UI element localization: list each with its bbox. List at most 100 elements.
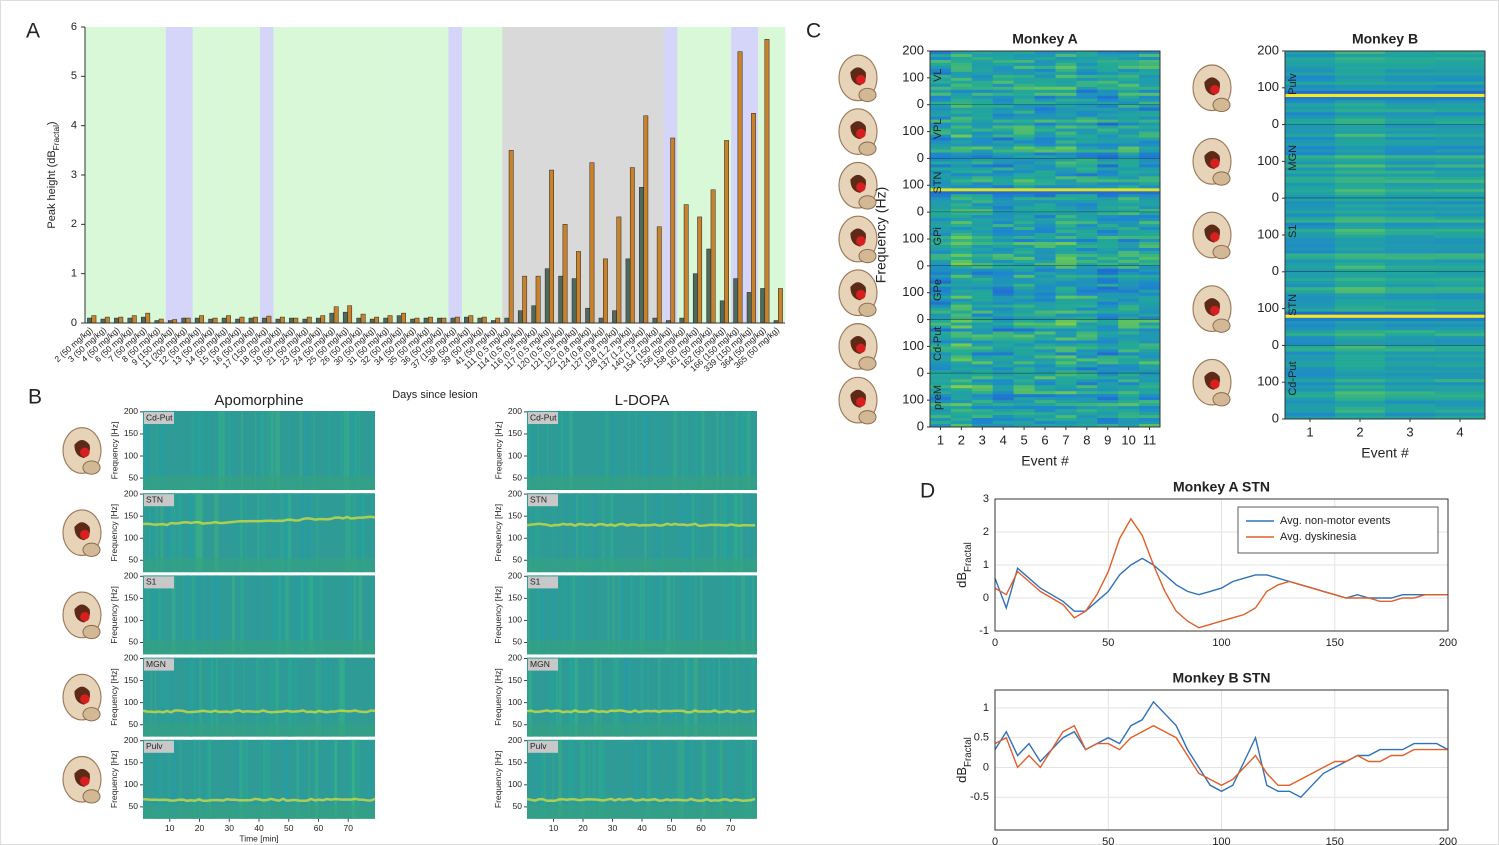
- heatmap-cell: [1013, 394, 1035, 398]
- brain-icon: [1192, 358, 1232, 407]
- heatmap-cell: [930, 409, 952, 413]
- heatmap-cell: [930, 277, 952, 282]
- heatmap-cell: [1076, 107, 1098, 112]
- heatmap-cell: [1076, 101, 1098, 106]
- bar: [428, 316, 433, 324]
- spectrogram-low: [143, 558, 375, 573]
- heatmap-cell: [1285, 357, 1336, 362]
- heatmap-cell: [1139, 322, 1161, 326]
- heatmap-cell: [1435, 348, 1486, 352]
- spectrogram-texture: [317, 657, 322, 737]
- heatmap-cell: [1055, 340, 1077, 344]
- heatmap-cell: [1097, 71, 1119, 76]
- heatmap-cell: [950, 158, 973, 162]
- heatmap-cell: [1055, 77, 1077, 82]
- heatmap-cell: [1335, 189, 1386, 193]
- heatmap-cell: [1435, 192, 1486, 196]
- heatmap-cell: [1013, 364, 1035, 368]
- heatmap-cell: [1034, 176, 1056, 180]
- heatmap-cell: [1118, 122, 1140, 126]
- heatmap-cell: [1335, 302, 1386, 306]
- brain-cerebellum: [82, 789, 101, 804]
- heatmap-cell: [1013, 176, 1035, 180]
- heatmap-cell: [992, 68, 1014, 73]
- heatmap-cell: [1118, 370, 1140, 374]
- heatmap-cell: [1034, 86, 1056, 91]
- heatmap-cell: [1285, 130, 1336, 135]
- heatmap-cell: [1076, 343, 1098, 347]
- bar: [531, 305, 537, 324]
- heatmap-cell: [1435, 81, 1486, 86]
- heatmap-cell: [992, 355, 1014, 359]
- heatmap-cell: [971, 253, 994, 258]
- region-label: preM: [932, 385, 944, 410]
- heatmap-cell: [1076, 57, 1098, 61]
- spectrogram-texture: [155, 575, 157, 655]
- heatmap-cell: [1435, 238, 1486, 242]
- spectrogram-texture: [599, 657, 602, 737]
- bar: [517, 310, 523, 324]
- y-tick-label: 200: [1257, 42, 1279, 57]
- heatmap-cell: [1055, 149, 1077, 153]
- heatmap-cell: [971, 221, 994, 225]
- heatmap-cell: [1335, 103, 1386, 107]
- heatmap-cell: [1139, 209, 1161, 213]
- heatmap-cell: [1034, 289, 1056, 294]
- heatmap-cell: [992, 418, 1014, 422]
- background-band: [327, 27, 342, 323]
- heatmap-cell: [1335, 51, 1386, 55]
- spectrogram-texture: [694, 411, 698, 490]
- spectrogram-texture: [735, 411, 739, 490]
- heatmap-cell: [950, 262, 973, 267]
- heatmap-cell: [1285, 133, 1336, 138]
- heatmap-cell: [1076, 230, 1098, 234]
- heatmap-cell: [1285, 397, 1336, 401]
- brain-target: [856, 182, 866, 192]
- heatmap-cell: [1013, 206, 1035, 210]
- heatmap-cell: [1076, 298, 1098, 303]
- spectrogram-texture: [259, 739, 261, 819]
- heatmap-cell: [992, 286, 1014, 291]
- spectrogram-texture: [239, 739, 242, 819]
- heatmap-cell: [950, 122, 973, 126]
- heatmap-cell: [971, 307, 994, 311]
- heatmap-cell: [1034, 206, 1056, 210]
- heatmap-cell: [930, 239, 952, 243]
- heatmap-cell: [1013, 170, 1035, 174]
- heatmap-cell: [1013, 248, 1035, 252]
- heatmap-cell: [971, 361, 994, 365]
- spectrogram-texture: [232, 657, 235, 737]
- heatmap-cell: [1118, 277, 1140, 282]
- heatmap-cell: [1076, 340, 1098, 344]
- heatmap-cell: [930, 361, 952, 365]
- heatmap-cell: [930, 227, 952, 231]
- spectrogram-texture: [196, 657, 198, 737]
- spectrogram-texture: [309, 493, 312, 573]
- heatmap-cell: [1139, 424, 1161, 428]
- heatmap-cell: [1385, 195, 1436, 199]
- heatmap-cell: [1335, 121, 1386, 125]
- heatmap-cell: [1139, 60, 1161, 64]
- spectral-peak: [142, 515, 376, 527]
- background-band: [367, 27, 382, 323]
- spectrogram-texture: [617, 575, 621, 655]
- spectrogram-texture: [659, 575, 662, 655]
- heatmap-cell: [1013, 57, 1035, 61]
- heatmap-cell: [1097, 316, 1119, 320]
- spectrogram-texture: [285, 493, 289, 573]
- spectrogram-texture: [713, 493, 718, 573]
- heatmap-cell: [1285, 57, 1336, 61]
- heatmap-cell: [930, 206, 952, 210]
- heatmap-cell: [1034, 370, 1056, 374]
- heatmap-cell: [1013, 83, 1035, 88]
- heatmap-cell: [1076, 283, 1098, 288]
- heatmap-cell: [950, 176, 973, 180]
- spectrogram-texture: [548, 739, 550, 819]
- heatmap-cell: [1435, 146, 1486, 150]
- spectrogram-texture: [228, 411, 233, 490]
- heatmap-cell: [1034, 92, 1056, 97]
- spectrogram-texture: [348, 739, 353, 819]
- spectrogram-texture: [183, 575, 185, 655]
- heatmap-cell: [1335, 109, 1386, 113]
- bar: [253, 316, 258, 324]
